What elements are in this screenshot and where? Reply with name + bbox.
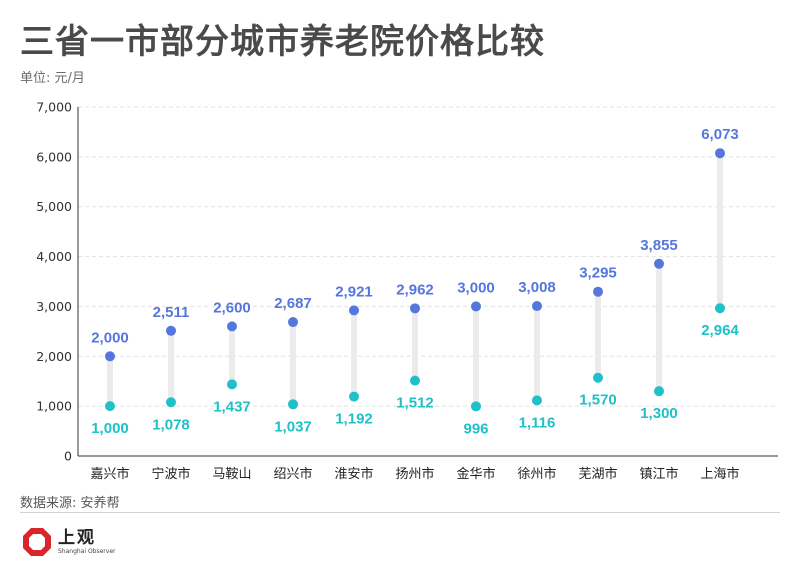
point-high <box>593 286 603 297</box>
y-tick-label: 6,000 <box>36 149 72 164</box>
x-tick-label: 徐州市 <box>517 466 556 482</box>
y-tick-label: 4,000 <box>36 249 72 264</box>
point-high <box>410 303 420 314</box>
y-tick-label: 3,000 <box>36 299 72 314</box>
logo-subtitle: Shanghai Observer <box>58 547 116 555</box>
point-high <box>166 325 176 336</box>
point-high <box>288 317 298 328</box>
data-label-low: 1,300 <box>640 405 678 422</box>
point-low <box>410 375 420 386</box>
data-label-low: 1,037 <box>274 418 312 435</box>
y-tick-label: 0 <box>64 449 72 464</box>
x-tick-label: 芜湖市 <box>578 466 617 482</box>
point-low <box>227 379 237 390</box>
data-label-low: 1,078 <box>152 416 190 433</box>
data-label-low: 1,570 <box>579 392 617 409</box>
data-label-low: 996 <box>463 420 488 437</box>
data-label-low: 1,192 <box>335 411 373 428</box>
point-low <box>288 399 298 410</box>
data-label-high: 2,511 <box>153 304 190 321</box>
point-low <box>105 401 115 412</box>
data-label-high: 2,687 <box>274 295 312 312</box>
point-high <box>715 148 725 159</box>
x-tick-label: 淮安市 <box>334 466 373 482</box>
point-low <box>654 386 664 397</box>
data-label-high: 3,000 <box>457 279 495 296</box>
data-label-low: 1,437 <box>213 398 251 415</box>
x-tick-label: 扬州市 <box>395 466 434 482</box>
point-high <box>471 301 481 312</box>
logo: 上观 Shanghai Observer <box>22 527 115 557</box>
logo-icon <box>23 528 51 556</box>
point-low <box>166 397 176 408</box>
y-tick-label: 2,000 <box>36 349 72 364</box>
x-tick-label: 马鞍山 <box>212 466 251 482</box>
point-high <box>227 321 237 332</box>
data-label-high: 2,962 <box>396 281 434 298</box>
point-high <box>654 258 664 269</box>
point-high <box>349 305 359 316</box>
data-label-high: 2,600 <box>213 299 251 316</box>
point-low <box>349 391 359 402</box>
x-tick-label: 上海市 <box>700 466 739 482</box>
y-tick-label: 5,000 <box>36 199 72 214</box>
x-tick-label: 金华市 <box>456 466 495 482</box>
x-tick-label: 嘉兴市 <box>90 466 129 482</box>
point-high <box>532 301 542 312</box>
point-high <box>105 351 115 362</box>
data-label-low: 2,964 <box>701 322 739 339</box>
data-label-high: 3,008 <box>518 279 556 296</box>
y-tick-label: 7,000 <box>36 100 72 115</box>
footer-divider <box>20 512 780 513</box>
x-tick-label: 绍兴市 <box>273 466 312 482</box>
y-tick-label: 1,000 <box>36 399 72 414</box>
x-tick-label: 镇江市 <box>639 466 678 482</box>
point-low <box>593 372 603 383</box>
data-label-low: 1,512 <box>396 395 434 412</box>
data-label-high: 3,855 <box>640 237 678 254</box>
point-low <box>715 303 725 314</box>
chart-title: 三省一市部分城市养老院价格比较 <box>20 22 545 62</box>
point-low <box>532 395 542 406</box>
data-source: 数据来源: 安养帮 <box>20 496 120 511</box>
logo-text: 上观 <box>58 527 96 548</box>
dumbbell-chart: 0 1,000 2,000 3,000 4,000 5,000 6,000 7,000 2,00… <box>36 100 778 482</box>
data-label-high: 6,073 <box>701 126 739 143</box>
data-label-low: 1,116 <box>519 414 556 431</box>
point-low <box>471 401 481 412</box>
data-label-high: 2,000 <box>91 329 129 346</box>
data-label-low: 1,000 <box>91 420 129 437</box>
unit-label: 单位: 元/月 <box>20 71 85 86</box>
x-tick-label: 宁波市 <box>151 466 190 482</box>
data-label-high: 3,295 <box>579 265 617 282</box>
data-label-high: 2,921 <box>335 283 373 300</box>
